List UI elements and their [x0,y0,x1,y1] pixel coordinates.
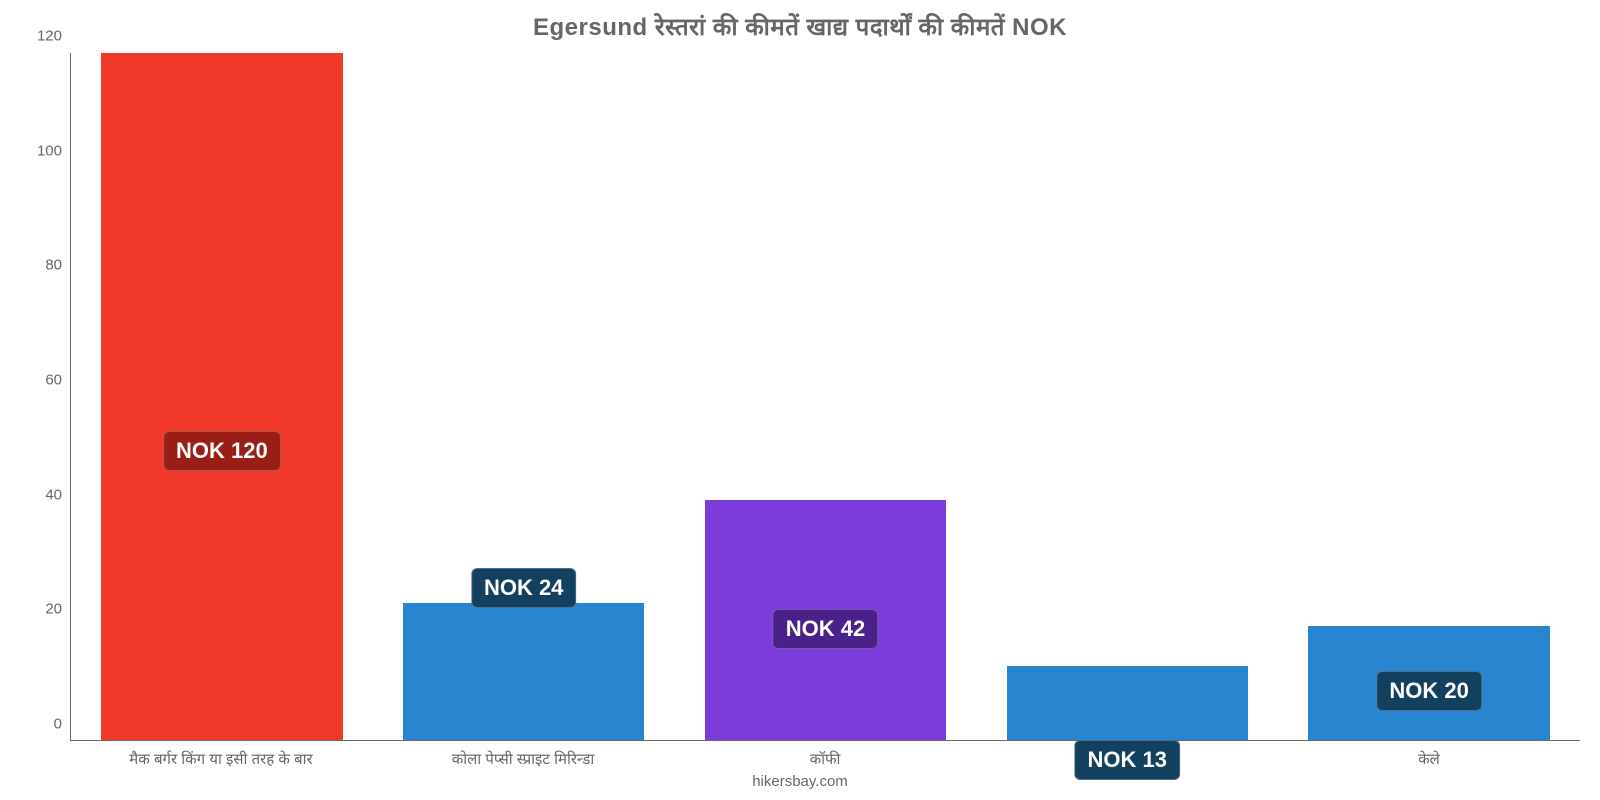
chart-footer: hikersbay.com [20,773,1580,790]
plot-area: NOK 120 NOK 24 NOK 42 NOK 13 NOK 20 [70,53,1580,741]
x-tick-label: केले [1278,741,1580,769]
value-badge: NOK 42 [773,609,878,649]
y-tick-label: 0 [54,716,62,733]
bar-slot: NOK 42 [675,53,977,740]
bar-slot: NOK 13 [976,53,1278,740]
chart-body: 020406080100120 NOK 120NOK 24NOK 42NOK 1… [20,53,1580,741]
y-tick-label: 20 [45,601,62,618]
y-tick-label: 120 [37,28,62,45]
y-tick-label: 80 [45,257,62,274]
bar [101,53,342,740]
x-tick-label: मैक बर्गर किंग या इसी तरह के बार [70,741,372,769]
value-badge: NOK 20 [1376,671,1481,711]
x-axis-labels: मैक बर्गर किंग या इसी तरह के बारकोला पेप… [70,741,1580,769]
value-badge: NOK 120 [163,431,281,471]
bar-slot: NOK 24 [373,53,675,740]
y-tick-label: 100 [37,142,62,159]
chart-container: Egersund रेस्तरां की कीमतें खाद्य पदार्थ… [0,0,1600,800]
bar [1007,666,1248,740]
chart-title: Egersund रेस्तरां की कीमतें खाद्य पदार्थ… [20,10,1580,43]
bars-group: NOK 120 NOK 24 NOK 42 NOK 13 NOK 20 [71,53,1580,740]
bar-slot: NOK 20 [1278,53,1580,740]
y-tick-label: 60 [45,372,62,389]
y-tick-label: 40 [45,486,62,503]
value-badge: NOK 13 [1075,740,1180,780]
x-tick-label: कोला पेप्सी स्प्राइट मिरिन्डा [372,741,674,769]
bar-slot: NOK 120 [71,53,373,740]
y-axis: 020406080100120 [20,53,70,741]
value-badge: NOK 24 [471,568,576,608]
bar [403,603,644,740]
x-tick-label: कॉफी [674,741,976,769]
